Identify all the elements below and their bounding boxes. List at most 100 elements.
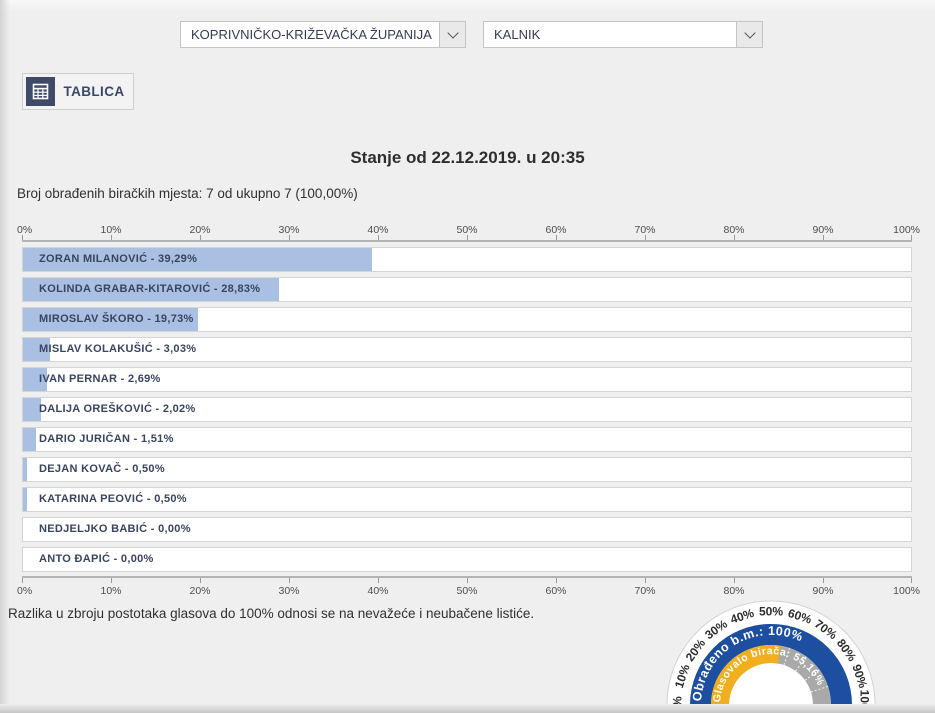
axis-tick-mark (378, 578, 379, 583)
bar-row: MIROSLAV ŠKORO - 19,73% (22, 307, 912, 332)
bar-row: NEDJELJKO BABIĆ - 0,00% (22, 517, 912, 542)
bar-row: MISLAV KOLAKUŠIĆ - 3,03% (22, 337, 912, 362)
axis-tick-mark (289, 578, 290, 583)
bar-label: ANTO ĐAPIĆ - 0,00% (39, 553, 154, 565)
axis-tick-mark (22, 578, 23, 583)
bar-row: ZORAN MILANOVIĆ - 39,29% (22, 247, 912, 272)
bar-row: KOLINDA GRABAR-KITAROVIĆ - 28,83% (22, 277, 912, 302)
axis-tick-label: 30% (278, 224, 300, 236)
axis-tick-label: 10% (100, 224, 122, 236)
bar-chart-top-axis-labels: 0% 10% 20% 30% 40% 50% 60% 70% 80% 90% 100% (17, 224, 920, 236)
axis-tick-label: 90% (812, 585, 834, 597)
bar-row: ANTO ĐAPIĆ - 0,00% (22, 547, 912, 572)
page-title: Stanje od 22.12.2019. u 20:35 (350, 148, 585, 167)
axis-tick-mark (734, 235, 735, 240)
municipality-select-value: KALNIK (494, 27, 541, 42)
gauge-tick-label: 100% (857, 690, 871, 713)
bar-label: DALIJA OREŠKOVIĆ - 2,02% (39, 403, 196, 415)
municipality-select[interactable]: KALNIK (483, 21, 763, 48)
bar-label: MIROSLAV ŠKORO - 19,73% (39, 313, 194, 325)
county-select[interactable]: KOPRIVNIČKO-KRIŽEVAČKA ŽUPANIJA (180, 21, 466, 48)
bar-fill (23, 398, 41, 421)
table-icon (26, 77, 55, 106)
axis-tick-mark (111, 235, 112, 240)
municipality-select-button[interactable] (736, 22, 762, 47)
gauge-tick-label: 50% (759, 605, 783, 619)
bar-fill (23, 368, 47, 391)
axis-tick-mark (200, 235, 201, 240)
chevron-down-icon (743, 26, 756, 39)
bar-fill (23, 278, 279, 301)
bar-fill (23, 488, 28, 511)
axis-tick-label: 80% (723, 224, 745, 236)
bar-label: NEDJELJKO BABIĆ - 0,00% (39, 523, 191, 535)
axis-tick-mark (645, 578, 646, 583)
axis-tick-mark (289, 235, 290, 240)
page-top-edge (0, 0, 935, 12)
bar-fill (23, 338, 50, 361)
axis-tick-label: 30% (278, 585, 300, 597)
processed-stations-text: Broj obrađenih biračkih mjesta: 7 od uku… (17, 186, 358, 201)
bar-chart-rows: ZORAN MILANOVIĆ - 39,29% KOLINDA GRABAR-K… (22, 247, 912, 577)
bar-fill (23, 428, 37, 451)
bar-fill (23, 458, 28, 481)
bar-row: DALIJA OREŠKOVIĆ - 2,02% (22, 397, 912, 422)
axis-tick-label: 0% (17, 224, 33, 236)
axis-tick-mark (200, 578, 201, 583)
axis-tick-label: 90% (812, 224, 834, 236)
axis-tick-mark (111, 578, 112, 583)
bar-row: IVAN PERNAR - 2,69% (22, 367, 912, 392)
axis-tick-mark (378, 235, 379, 240)
chevron-down-icon (446, 26, 459, 39)
bar-label: KOLINDA GRABAR-KITAROVIĆ - 28,83% (39, 283, 261, 295)
axis-tick-label: 50% (456, 585, 478, 597)
axis-tick-label: 60% (545, 224, 567, 236)
bar-chart-bottom-axis-labels: 0% 10% 20% 30% 40% 50% 60% 70% 80% 90% 100% (17, 585, 920, 597)
axis-tick-mark (911, 235, 912, 240)
axis-tick-mark (467, 235, 468, 240)
axis-tick-mark (22, 235, 23, 240)
axis-tick-label: 70% (634, 224, 656, 236)
axis-tick-mark (556, 235, 557, 240)
bar-label: DARIO JURIČAN - 1,51% (39, 433, 174, 445)
bar-label: ZORAN MILANOVIĆ - 39,29% (39, 253, 198, 265)
axis-tick-label: 10% (100, 585, 122, 597)
axis-tick-label: 50% (456, 224, 478, 236)
axis-tick-label: 40% (367, 585, 389, 597)
axis-tick-mark (911, 578, 912, 583)
county-select-button[interactable] (439, 22, 465, 47)
bar-chart-top-axis-line (22, 240, 912, 242)
axis-tick-mark (645, 235, 646, 240)
bar-label: MISLAV KOLAKUŠIĆ - 3,03% (39, 343, 197, 355)
axis-tick-label: 70% (634, 585, 656, 597)
bar-chart-top-axis-ticks (22, 235, 912, 240)
bar-chart-bottom-axis-ticks (22, 578, 912, 583)
county-select-value: KOPRIVNIČKO-KRIŽEVAČKA ŽUPANIJA (191, 27, 432, 42)
bar-label: DEJAN KOVAČ - 0,50% (39, 463, 165, 475)
axis-tick-mark (556, 578, 557, 583)
bar-row: DEJAN KOVAČ - 0,50% (22, 457, 912, 482)
axis-tick-mark (734, 578, 735, 583)
bar-label: KATARINA PEOVIĆ - 0,50% (39, 493, 187, 505)
axis-tick-mark (467, 578, 468, 583)
axis-tick-label: 0% (17, 585, 33, 597)
axis-tick-label: 100% (893, 224, 920, 236)
axis-tick-mark (823, 235, 824, 240)
footnote-text: Razlika u zbroju postotaka glasova do 10… (8, 606, 535, 621)
bar-row: DARIO JURIČAN - 1,51% (22, 427, 912, 452)
axis-tick-label: 60% (545, 585, 567, 597)
axis-tick-label: 20% (189, 585, 211, 597)
gauge-tick-label: 0% (671, 696, 685, 713)
axis-tick-label: 80% (723, 585, 745, 597)
turnout-gauge: 0% 10% 20% 30% 40% 50% 60% 70% 80% 90% 100% Obrađen… (666, 598, 876, 713)
tablica-button[interactable]: TABLICA (22, 73, 134, 110)
tablica-button-label: TABLICA (63, 84, 125, 99)
bar-chart-bottom-axis-line (22, 576, 912, 578)
bar-label: IVAN PERNAR - 2,69% (39, 373, 161, 385)
axis-tick-label: 40% (367, 224, 389, 236)
bar-fill (23, 248, 372, 271)
bar-row: KATARINA PEOVIĆ - 0,50% (22, 487, 912, 512)
bar-fill (23, 308, 199, 331)
axis-tick-mark (823, 578, 824, 583)
